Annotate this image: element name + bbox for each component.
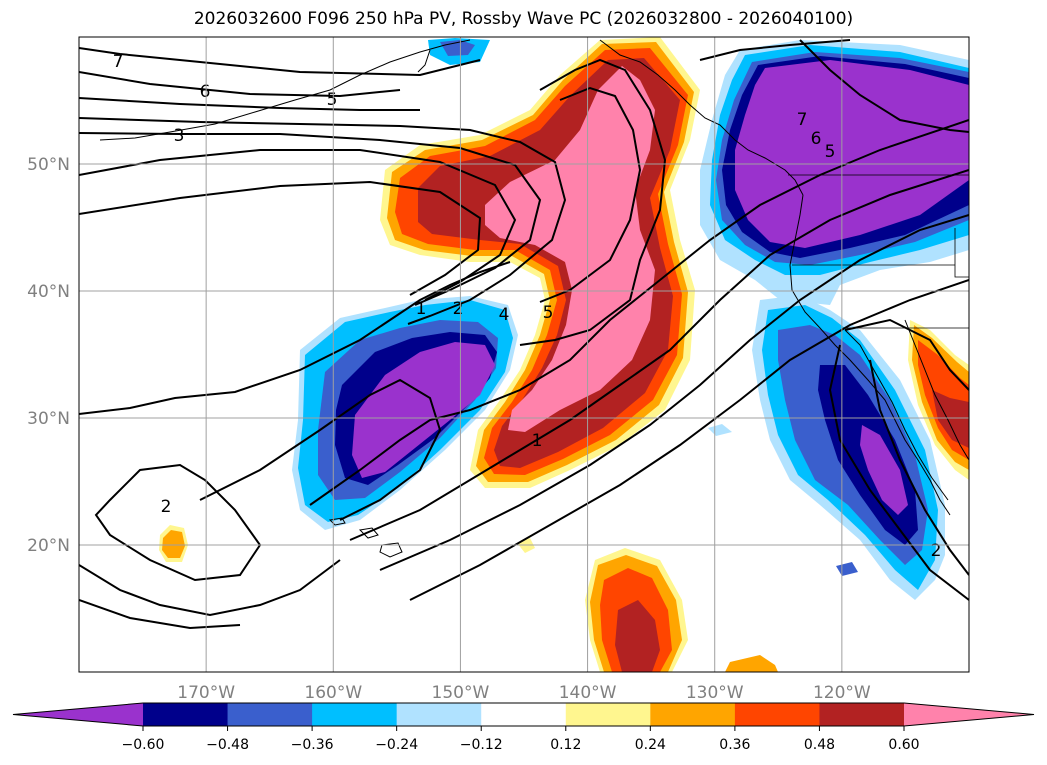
lon-tick-label: 150°W bbox=[432, 683, 490, 703]
lat-tick-label: 40°N bbox=[27, 282, 70, 302]
contour-label: 7 bbox=[113, 52, 124, 72]
contour-label: 2 bbox=[453, 299, 464, 319]
map-title: 2026032600 F096 250 hPa PV, Rossby Wave … bbox=[193, 9, 854, 29]
longitude-tick-labels: 170°W 160°W 150°W 140°W 130°W 120°W bbox=[177, 683, 871, 703]
lon-tick-label: 160°W bbox=[304, 683, 362, 703]
colorbar-bin bbox=[481, 703, 567, 726]
negative-anomaly-southeast bbox=[752, 295, 945, 600]
lat-tick-label: 20°N bbox=[27, 536, 70, 556]
lon-tick-label: 130°W bbox=[686, 683, 744, 703]
colorbar-bin bbox=[819, 703, 905, 726]
small-anomaly-patches bbox=[159, 38, 858, 576]
contour-label: 4 bbox=[499, 305, 510, 325]
colorbar-bin bbox=[565, 703, 651, 726]
negative-anomaly-west bbox=[292, 296, 518, 530]
lat-tick-label: 50°N bbox=[27, 155, 70, 175]
contour-label: 5 bbox=[543, 303, 554, 323]
colorbar-tick-label: −0.12 bbox=[460, 737, 503, 753]
lon-tick-label: 170°W bbox=[177, 683, 235, 703]
contour-label: 2 bbox=[161, 497, 172, 517]
gridlines bbox=[79, 37, 969, 672]
contour-label-group: 7 6 5 3 1 2 4 5 1 2 7 6 5 2 bbox=[113, 52, 942, 561]
contour-label: 2 bbox=[931, 541, 942, 561]
contour-label: 1 bbox=[416, 299, 427, 319]
lon-tick-label: 120°W bbox=[813, 683, 871, 703]
colorbar-tick-label: −0.24 bbox=[375, 737, 418, 753]
colorbar-extend-max bbox=[904, 703, 1034, 726]
lon-tick-label: 140°W bbox=[559, 683, 617, 703]
latitude-tick-labels: 50°N 40°N 30°N 20°N bbox=[27, 155, 70, 556]
colorbar-bin bbox=[650, 703, 736, 726]
colorbar-tick-label: 0.36 bbox=[719, 737, 750, 753]
positive-anomaly-ridge bbox=[380, 37, 700, 488]
positive-anomaly-south bbox=[585, 548, 778, 672]
colorbar-bin bbox=[396, 703, 482, 726]
contour-label: 7 bbox=[797, 110, 808, 130]
lat-tick-label: 30°N bbox=[27, 409, 70, 429]
colorbar-bin bbox=[143, 703, 229, 726]
colorbar-tick-label: −0.60 bbox=[122, 737, 165, 753]
colorbar-bin bbox=[734, 703, 820, 726]
contour-label: 6 bbox=[811, 129, 822, 149]
colorbar-tick-label: −0.48 bbox=[206, 737, 249, 753]
colorbar-tick-label: 0.60 bbox=[888, 737, 919, 753]
map-frame bbox=[78, 36, 970, 673]
contour-label: 5 bbox=[825, 142, 836, 162]
colorbar-bin bbox=[312, 703, 398, 726]
colorbar-bin bbox=[227, 703, 313, 726]
contour-lines bbox=[79, 39, 969, 630]
colorbar: −0.60 −0.48 −0.36 −0.24 −0.12 0.12 0.24 0.36 0.4… bbox=[12, 702, 1035, 753]
contour-label: 6 bbox=[200, 82, 211, 102]
contour-label: 1 bbox=[532, 431, 543, 451]
coastlines bbox=[99, 39, 969, 558]
contour-label: 3 bbox=[174, 126, 185, 146]
colorbar-tick-label: 0.12 bbox=[550, 737, 581, 753]
contour-label: 5 bbox=[327, 90, 338, 110]
colorbar-tick-label: 0.24 bbox=[635, 737, 666, 753]
colorbar-tick-label: 0.48 bbox=[804, 737, 835, 753]
colorbar-extend-min bbox=[13, 703, 143, 726]
colorbar-tick-label: −0.36 bbox=[291, 737, 334, 753]
